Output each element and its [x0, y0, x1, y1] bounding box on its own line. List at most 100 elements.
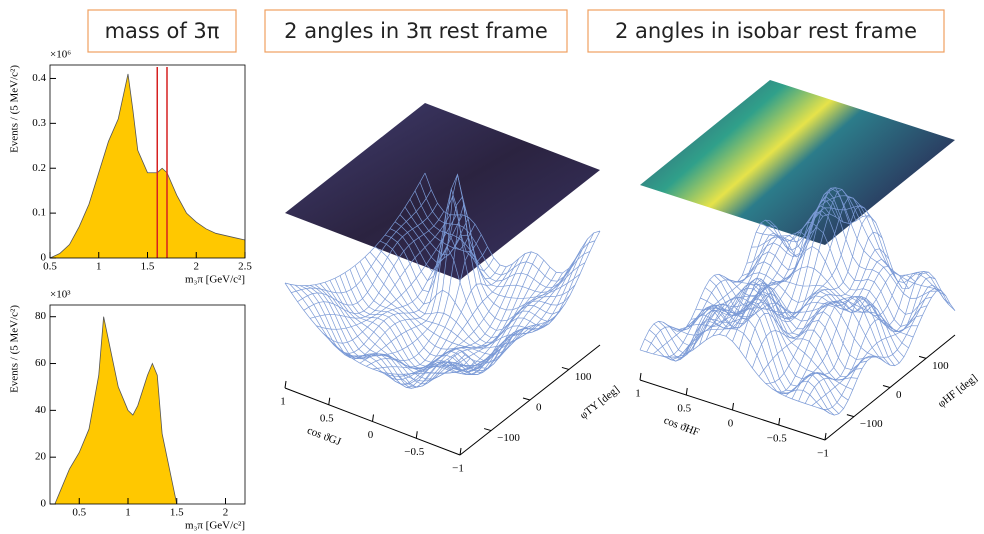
y-axis-label: φHF [deg] [936, 372, 980, 410]
area-fill [50, 73, 245, 258]
label-box [264, 9, 568, 53]
x-tick-label: 1 [96, 261, 102, 273]
x-tick [415, 431, 418, 439]
surface-mesh [818, 288, 949, 410]
surface-mesh [378, 258, 520, 377]
y-tick-label: 100 [932, 360, 949, 372]
label-box [87, 9, 237, 53]
x-tick [284, 380, 287, 389]
y-tick-label: −100 [860, 418, 883, 430]
surface-mesh [359, 261, 536, 356]
x-tick-label: 2 [194, 261, 200, 273]
y-tick-label: 100 [575, 371, 592, 383]
surface-mesh [409, 198, 586, 293]
surface-mesh [785, 274, 916, 397]
surface-mesh [804, 276, 936, 404]
projection-plane [640, 80, 955, 245]
x-tick [639, 372, 642, 381]
x-tick [824, 432, 827, 441]
y-tick-label: −100 [497, 432, 520, 444]
y-tick-label: 0.1 [32, 207, 46, 219]
x-tick [459, 447, 462, 456]
y-tick-label: 0.4 [32, 72, 46, 84]
surface-mesh [428, 268, 570, 372]
y-tick [561, 366, 570, 370]
area-line [54, 316, 178, 505]
x-tick-label: 0.5 [320, 412, 334, 424]
y-multiplier: ×10³ [50, 289, 71, 301]
surface-mesh [639, 219, 771, 351]
projection-plane [285, 103, 600, 280]
x-tick-label: −1 [817, 448, 829, 460]
surface-mesh [758, 248, 890, 377]
x-axis-label: cos ϑGJ [305, 424, 343, 448]
x-tick [732, 402, 734, 411]
surface-mesh [742, 210, 928, 327]
surface-mesh [394, 173, 571, 322]
area-line [49, 73, 246, 259]
y-tick-label: 0 [896, 389, 902, 401]
x-tick-label: 0 [728, 418, 734, 430]
surface-mesh [755, 187, 942, 291]
surface-mesh [324, 281, 501, 374]
x-tick-label: 2.5 [238, 261, 252, 273]
y-axis-label: Events / (5 MeV/c²) [9, 65, 21, 153]
x-axis-label: cos ϑHF [662, 414, 701, 438]
surface-mesh [765, 258, 896, 384]
area-fill [54, 316, 177, 504]
surface-mesh [666, 235, 797, 362]
y-tick-label: 40 [35, 404, 47, 416]
surface-mesh [745, 216, 876, 359]
surface-mesh [714, 274, 900, 364]
y-tick-label: 0 [41, 498, 47, 510]
surface-mesh [769, 213, 956, 311]
x-tick-label: 1 [125, 507, 131, 519]
y-axis-label: Events / (5 MeV/c²) [9, 305, 21, 393]
surface-mesh [284, 282, 461, 375]
surface-mesh [424, 172, 601, 274]
x-tick [685, 387, 688, 396]
surface-mesh [760, 195, 946, 297]
y-tick-label: 0.2 [32, 162, 46, 174]
x-tick [328, 397, 331, 405]
surface-mesh [364, 256, 541, 349]
y-tick [522, 397, 531, 401]
surface-mesh [644, 328, 830, 414]
surface-mesh [732, 245, 918, 332]
surface-mesh [447, 238, 588, 373]
surface-mesh [314, 284, 491, 385]
surface-mesh [441, 248, 582, 371]
box-label: mass of 3π [105, 19, 220, 43]
surface-mesh [778, 271, 910, 395]
surface-mesh [459, 230, 601, 363]
x-tick-label: −0.5 [767, 433, 787, 445]
y-multiplier: ×10⁶ [50, 49, 71, 61]
surface-mesh [746, 196, 932, 315]
surface-mesh [374, 246, 551, 347]
surface-mesh [811, 284, 943, 406]
y-tick [882, 385, 891, 388]
x-tick-label: 0.5 [72, 507, 86, 519]
surface-mesh [384, 234, 561, 339]
surface-mesh [389, 195, 566, 331]
surface-mesh [390, 251, 532, 389]
y-tick-label: 0.3 [32, 117, 46, 129]
surface-mesh [419, 181, 596, 282]
y-axis-label: φTY [deg] [578, 384, 622, 422]
x-axis-label: m₃π [GeV/c²] [185, 274, 245, 286]
x-tick-label: 1 [635, 388, 641, 400]
x-tick-label: 2 [223, 507, 229, 519]
x-tick-label: 0.5 [677, 403, 691, 415]
x-tick-label: 1 [280, 396, 286, 408]
x-tick-label: 1.5 [170, 507, 184, 519]
surface-mesh [791, 271, 923, 400]
label-box [587, 9, 945, 53]
surface-mesh [704, 287, 891, 366]
surface-mesh [379, 240, 556, 344]
x-tick-label: −1 [452, 463, 464, 475]
surface-mesh [409, 266, 551, 375]
y-tick-label: 20 [35, 451, 47, 463]
x-tick [372, 414, 374, 422]
y-tick-label: 0 [536, 402, 542, 414]
